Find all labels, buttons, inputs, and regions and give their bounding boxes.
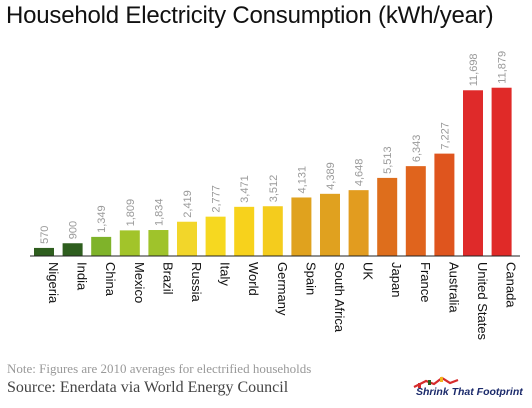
value-label: 5,513 xyxy=(382,146,394,174)
chart-note: Note: Figures are 2010 averages for elec… xyxy=(7,361,312,376)
logo-text: Shrink That Footprint xyxy=(416,386,523,398)
value-label: 4,389 xyxy=(325,162,337,190)
category-label: World xyxy=(246,262,261,296)
bar-uk xyxy=(348,190,369,256)
category-label: Japan xyxy=(389,262,404,297)
category-label: United States xyxy=(475,262,490,341)
category-label: Germany xyxy=(275,262,290,316)
logo-graphic-icon xyxy=(413,376,459,388)
bar-france xyxy=(405,166,426,256)
shrink-that-footprint-logo[interactable]: Shrink That Footprint xyxy=(412,375,530,403)
bar-germany xyxy=(262,206,283,256)
value-labels-group: 570 900 1,349 1,809 1,834 2,419 2,777 3,471 3,51… xyxy=(39,51,509,244)
value-label: 900 xyxy=(68,221,80,239)
category-label: Mexico xyxy=(132,262,147,303)
value-label: 1,349 xyxy=(96,205,108,233)
category-label: Australia xyxy=(446,262,461,313)
category-label: Italy xyxy=(218,262,233,286)
bar-south-africa xyxy=(320,193,340,256)
category-label: Spain xyxy=(303,262,318,295)
bar-india xyxy=(62,243,83,256)
category-label: China xyxy=(103,262,118,297)
bar-world xyxy=(234,206,255,256)
category-label: Nigeria xyxy=(46,262,61,304)
category-labels-group: Nigeria India China Mexico Brazil Russia Italy… xyxy=(46,262,519,341)
bar-japan xyxy=(377,177,398,256)
value-label: 6,343 xyxy=(411,135,423,163)
bar-united-states xyxy=(463,90,483,256)
bar-brazil xyxy=(148,230,169,256)
category-label: France xyxy=(418,262,433,302)
value-label: 570 xyxy=(39,226,51,244)
value-label: 4,648 xyxy=(354,159,366,187)
bar-spain xyxy=(291,197,312,256)
bar-italy xyxy=(205,216,226,256)
value-label: 7,227 xyxy=(439,122,451,150)
value-label: 1,809 xyxy=(125,199,137,227)
value-label: 3,512 xyxy=(268,175,280,203)
category-label: South Africa xyxy=(332,262,347,333)
bar-china xyxy=(91,236,112,256)
bar-australia xyxy=(434,153,455,256)
value-label: 2,419 xyxy=(182,190,194,218)
category-label: UK xyxy=(361,262,376,280)
category-label: Brazil xyxy=(160,262,175,295)
category-label: Russia xyxy=(189,262,204,303)
value-label: 11,698 xyxy=(468,53,480,86)
bar-nigeria xyxy=(34,247,54,256)
bar-mexico xyxy=(119,230,140,256)
value-label: 11,879 xyxy=(497,51,509,84)
value-label: 1,834 xyxy=(153,198,165,226)
category-label: India xyxy=(75,262,90,291)
value-label: 4,131 xyxy=(296,166,308,194)
bar-canada xyxy=(491,87,512,256)
bar-russia xyxy=(177,221,197,256)
bars-group xyxy=(34,87,512,256)
chart-title: Household Electricity Consumption (kWh/y… xyxy=(6,2,494,29)
chart-source: Source: Enerdata via World Energy Counci… xyxy=(7,379,289,396)
value-label: 3,471 xyxy=(239,175,251,203)
value-label: 2,777 xyxy=(211,185,223,213)
category-label: Canada xyxy=(504,262,519,308)
